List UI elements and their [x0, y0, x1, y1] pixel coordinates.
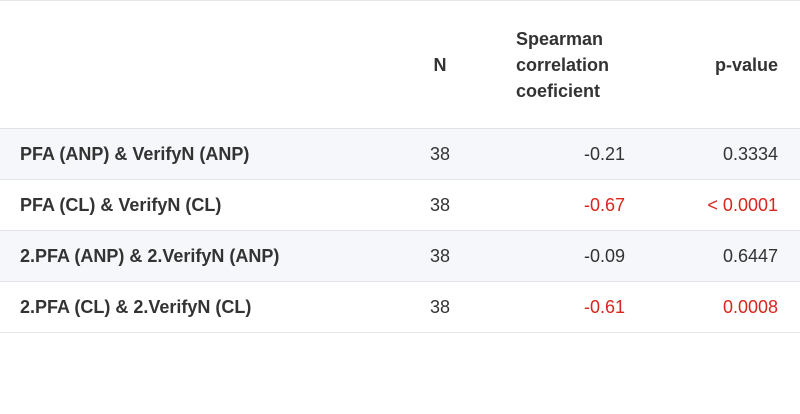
- table-row: 2.PFA (CL) & 2.VerifyN (CL) 38 -0.61 0.0008: [0, 281, 800, 333]
- correlation-cell: -0.21: [490, 128, 625, 180]
- table-row: 2.PFA (ANP) & 2.VerifyN (ANP) 38 -0.09 0.64…: [0, 230, 800, 282]
- table-row: PFA (ANP) & VerifyN (ANP) 38 -0.21 0.3334: [0, 128, 800, 180]
- n-cell: 38: [390, 230, 490, 282]
- table-row: PFA (CL) & VerifyN (CL) 38 -0.67 < 0.0001: [0, 179, 800, 231]
- header-cell: [0, 0, 390, 129]
- p-value-cell: < 0.0001: [625, 179, 800, 231]
- correlation-cell: -0.61: [490, 281, 625, 333]
- p-value-cell: 0.0008: [625, 281, 800, 333]
- results-table: N Spearman correlation coeficient p-valu…: [0, 0, 800, 333]
- p-value-cell: 0.3334: [625, 128, 800, 180]
- table-body: PFA (ANP) & VerifyN (ANP) 38 -0.21 0.3334 PF…: [0, 128, 800, 333]
- n-cell: 38: [390, 281, 490, 333]
- correlation-cell: -0.09: [490, 230, 625, 282]
- p-value-cell: 0.6447: [625, 230, 800, 282]
- row-label: PFA (ANP) & VerifyN (ANP): [0, 128, 390, 180]
- row-label: 2.PFA (CL) & 2.VerifyN (CL): [0, 281, 390, 333]
- header-cell: Spearman correlation coeficient: [490, 0, 625, 129]
- header-cell: p-value: [625, 0, 800, 129]
- n-cell: 38: [390, 179, 490, 231]
- header-row: N Spearman correlation coeficient p-valu…: [0, 0, 800, 129]
- correlation-cell: -0.67: [490, 179, 625, 231]
- row-label: PFA (CL) & VerifyN (CL): [0, 179, 390, 231]
- table-header: N Spearman correlation coeficient p-valu…: [0, 0, 800, 129]
- header-cell: N: [390, 0, 490, 129]
- n-cell: 38: [390, 128, 490, 180]
- row-label: 2.PFA (ANP) & 2.VerifyN (ANP): [0, 230, 390, 282]
